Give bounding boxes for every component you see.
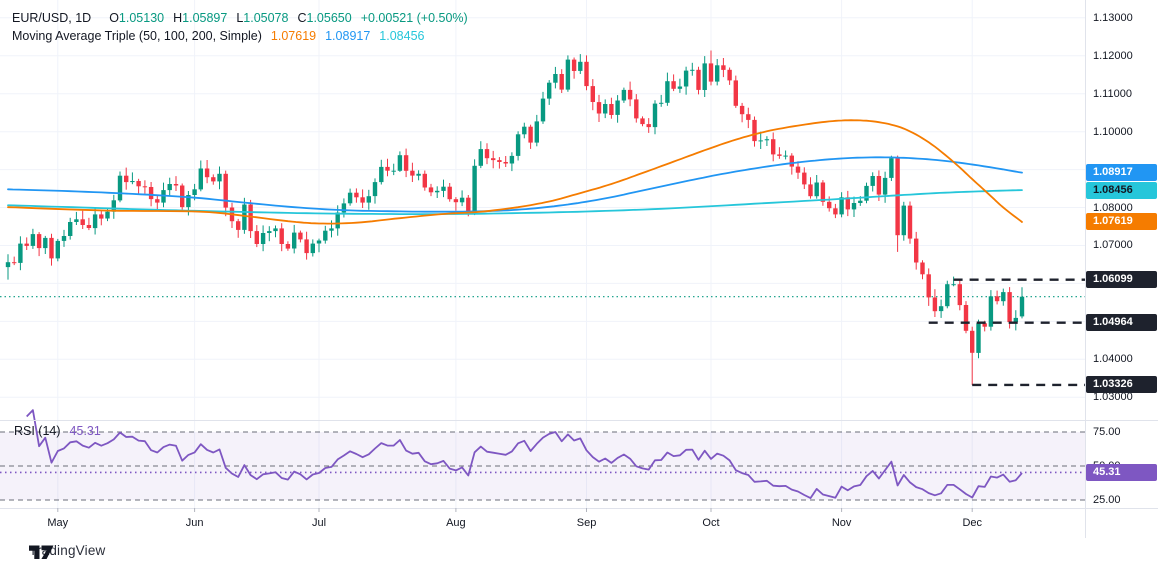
month-label-oct: Oct [702,517,720,529]
ma-indicator-legend[interactable]: Moving Average Triple (50, 100, 200, Sim… [12,29,424,43]
high-key: H [173,11,183,25]
ma100-value: 1.08917 [325,29,371,43]
ma50-value: 1.07619 [270,29,317,43]
close-value: 1.05650 [306,11,352,25]
high-value: 1.05897 [182,11,228,25]
price-axis-badge: 1.08456 [1086,181,1157,199]
price-axis-label: 1.10000 [1093,125,1133,138]
time-axis[interactable]: May Jun Jul Aug Sep Oct Nov Dec [0,508,1086,538]
change-value: +0.00521 (+0.50%) [360,11,468,25]
rsi-axis-label: 75.00 [1093,426,1121,438]
month-label-jun: Jun [185,517,204,529]
price-axis-label: 1.04000 [1093,353,1133,366]
price-axis-label: 1.08000 [1093,201,1133,214]
price-axis-badge: 1.06099 [1086,271,1157,289]
month-label-sep: Sep [576,517,597,529]
price-axis-label: 1.11000 [1093,87,1132,100]
price-axis-badge: 1.08917 [1086,164,1157,182]
close-key: C [297,11,307,25]
tradingview-logo-icon [29,545,54,559]
price-axis-badge: 1.07619 [1086,213,1157,231]
rsi-axis-label: 25.00 [1093,493,1121,506]
price-axis[interactable]: 1.130001.120001.110001.100001.090001.080… [1086,0,1158,540]
rsi-indicator-title[interactable]: RSI (14) [14,424,61,438]
month-label-dec: Dec [962,517,982,529]
month-label-may: May [47,517,69,529]
price-axis-badge: 1.04964 [1086,314,1157,332]
month-label-jul: Jul [312,517,327,529]
tradingview-logo[interactable]: TradingView [29,543,106,559]
price-axis-label: 1.13000 [1093,11,1133,24]
rsi-axis-badge: 45.31 [1086,463,1157,481]
low-key: L [236,11,244,25]
ma-indicator-title[interactable]: Moving Average Triple (50, 100, 200, Sim… [12,29,262,43]
ma200-value: 1.08456 [379,29,425,43]
symbol-title[interactable]: EUR/USD, 1D [12,11,92,25]
price-axis-label: 1.07000 [1093,239,1133,252]
price-axis-label: 1.12000 [1093,49,1133,62]
open-key: O [109,11,119,25]
open-value: 1.05130 [118,11,165,25]
symbol-legend[interactable]: EUR/USD, 1D O1.05130 H1.05897 L1.05078 C1.05… [12,11,468,25]
month-label-aug: Aug [446,517,466,529]
price-axis-badge: 1.03326 [1086,376,1157,394]
price-axis-label: 1.03000 [1093,391,1133,404]
rsi-value: 45.31 [69,424,101,438]
low-value: 1.05078 [243,11,289,25]
month-label-nov: Nov [831,517,852,529]
rsi-indicator-legend[interactable]: RSI (14) 45.31 [14,424,101,438]
